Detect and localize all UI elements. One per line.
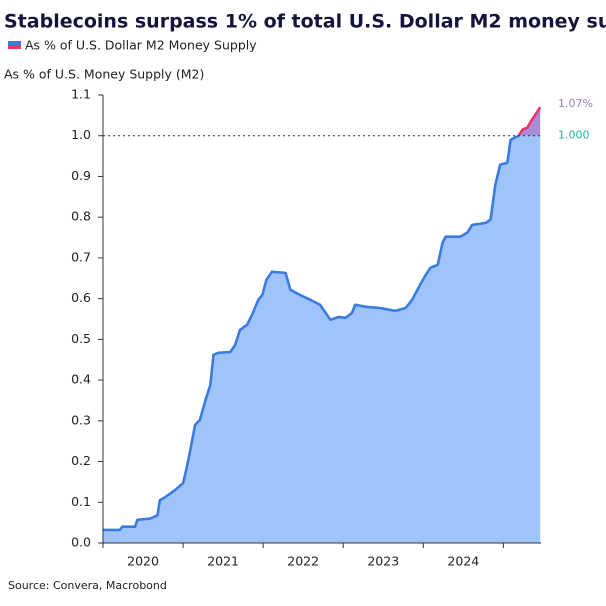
y-tick-label: 1.1	[71, 87, 91, 102]
line	[103, 135, 521, 532]
y-tick-label: 1.0	[71, 127, 91, 142]
y-tick-label: 0.7	[71, 249, 91, 264]
x-tick-label: 2023	[367, 554, 399, 569]
y-tick-label: 0.0	[71, 535, 91, 550]
y-tick-label: 0.2	[71, 453, 91, 468]
legend-swatch	[8, 41, 21, 45]
y-tick-label: 0.8	[71, 209, 91, 224]
y-tick-label: 0.4	[71, 372, 91, 387]
x-tick-label: 2021	[207, 554, 239, 569]
y-tick-label: 0.6	[71, 290, 91, 305]
source: Source: Convera, Macrobond	[8, 579, 167, 592]
y-tick-label: 0.1	[71, 494, 91, 509]
legend-label: As % of U.S. Dollar M2 Money Supply	[25, 38, 257, 53]
chart-title: Stablecoins surpass 1% of total U.S. Dol…	[4, 11, 606, 33]
area-above	[518, 107, 541, 136]
y-tick-label: 0.5	[71, 331, 91, 346]
legend-swatch	[8, 45, 21, 49]
end-label: 1.07%	[558, 97, 593, 110]
y-tick-label: 0.9	[71, 168, 91, 183]
area	[103, 135, 541, 543]
x-tick-label: 2020	[127, 554, 159, 569]
x-tick-label: 2022	[287, 554, 319, 569]
reference-label: 1.000	[558, 129, 590, 142]
x-tick-label: 2024	[447, 554, 479, 569]
y-axis-label: As % of U.S. Money Supply (M2)	[4, 67, 204, 82]
y-tick-label: 0.3	[71, 412, 91, 427]
